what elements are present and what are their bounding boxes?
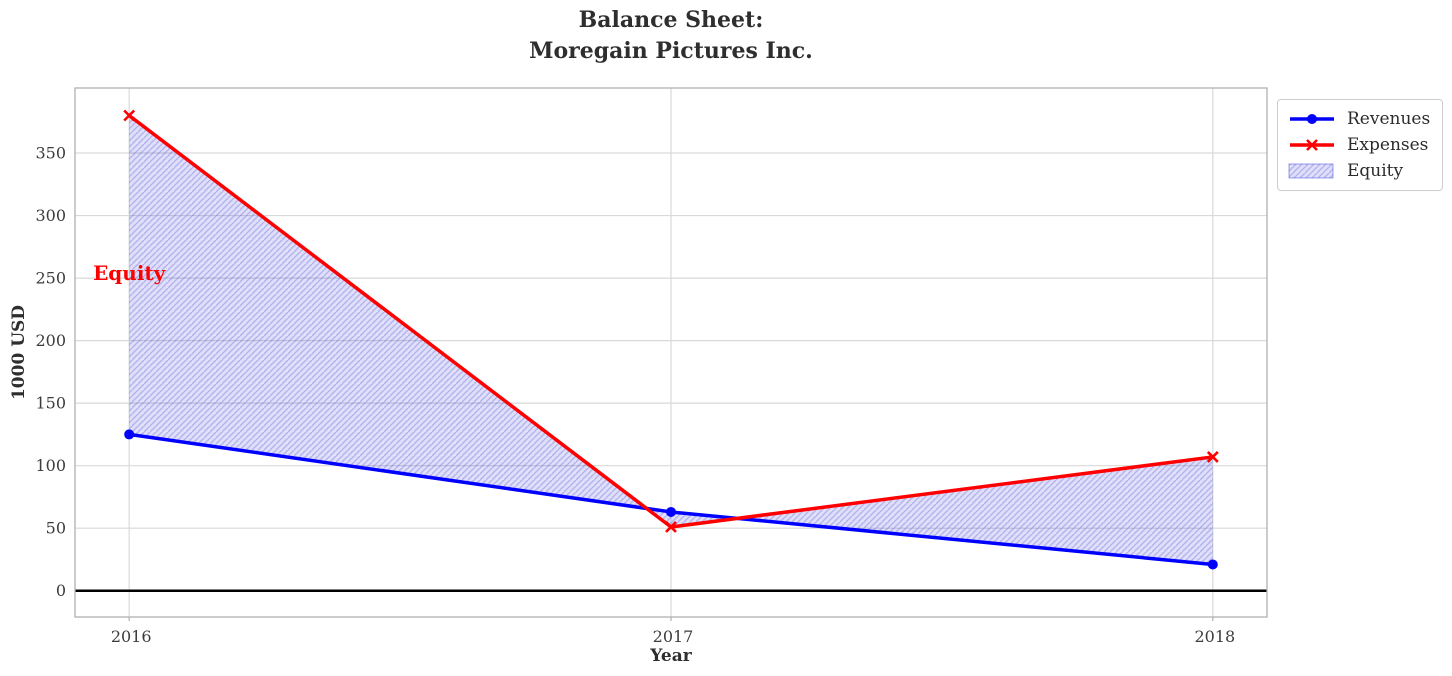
equity-annotation: Equity <box>93 261 167 285</box>
expenses-marker <box>123 109 136 122</box>
revenues-marker <box>666 506 676 517</box>
expenses-swatch-marker <box>1306 139 1318 151</box>
y-tick-label: 0 <box>56 581 66 600</box>
revenues-line-icon <box>1290 114 1334 124</box>
y-tick-label: 350 <box>35 144 66 163</box>
legend-label-revenues: Revenues <box>1347 109 1431 129</box>
tick-labels: 0 50 100 150 200 250 300 350 2016 2017 2018 <box>35 144 1235 646</box>
x-tick-label: 2016 <box>111 627 152 646</box>
y-tick-label: 150 <box>35 394 66 413</box>
y-tick-label: 50 <box>46 519 66 538</box>
legend-item-revenues: Revenues <box>1287 106 1434 132</box>
revenues-marker <box>1207 559 1218 570</box>
revenues-swatch-marker <box>1307 114 1317 124</box>
chart-title-line1: Balance Sheet: <box>578 7 764 33</box>
expenses-line-icon <box>1290 139 1334 151</box>
y-tick-label: 100 <box>35 456 66 475</box>
y-tick-label: 200 <box>35 331 66 350</box>
equity-swatch-patch <box>1288 163 1334 179</box>
y-tick-label: 300 <box>35 206 66 225</box>
equity-hatch-icon <box>1288 163 1334 179</box>
x-tick-label: 2017 <box>653 627 694 646</box>
revenues-marker <box>124 429 135 440</box>
x-tick-label: 2018 <box>1194 627 1235 646</box>
chart-title: Balance Sheet: Moregain Pictures Inc. <box>0 5 1342 67</box>
equity-fill-area <box>129 115 1213 565</box>
y-tick-label: 250 <box>35 269 66 288</box>
expenses-marker <box>665 521 677 533</box>
legend-label-expenses: Expenses <box>1347 135 1429 155</box>
chart-title-line2: Moregain Pictures Inc. <box>529 37 813 64</box>
y-axis-label: 1000 USD <box>9 305 29 400</box>
legend-item-equity: Equity <box>1287 158 1434 184</box>
legend-item-expenses: Expenses <box>1287 132 1434 158</box>
expenses-marker <box>1206 451 1219 463</box>
x-axis-label: Year <box>649 646 692 666</box>
legend: Revenues Expenses Equity <box>1277 99 1443 191</box>
legend-label-equity: Equity <box>1347 161 1404 181</box>
